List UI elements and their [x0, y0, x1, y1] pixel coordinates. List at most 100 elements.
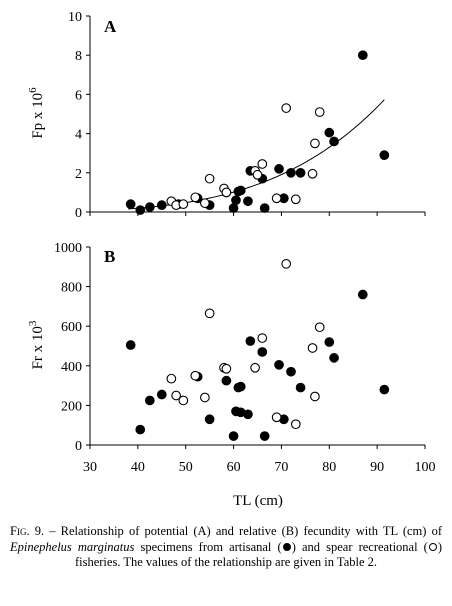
panel-b-filled-point	[295, 382, 306, 393]
panel-a-y-tick-label: 8	[75, 49, 82, 64]
panel-a-open-point	[190, 192, 201, 203]
panel-b-open-point	[257, 333, 268, 343]
panel-a-y-tick-label: 10	[68, 10, 82, 25]
panel-b-y-tick-label: 600	[61, 320, 82, 335]
panel-b-open-point	[271, 412, 282, 423]
panel-a-filled-point	[135, 205, 146, 215]
panel-a-open-point	[221, 187, 232, 198]
panel-a-open-point	[204, 173, 215, 184]
panel-b-letter: B	[104, 247, 115, 266]
panel-b-filled-point	[245, 336, 256, 346]
panel-b-filled-point	[144, 395, 155, 406]
panel-a-filled-point	[379, 150, 390, 161]
panel-b-y-tick-label: 400	[61, 360, 82, 375]
open-circle-icon	[428, 543, 437, 551]
panel-a-filled-point	[259, 203, 270, 213]
panel-b-open-point	[290, 419, 301, 430]
panel-b-y-tick-label: 0	[75, 439, 82, 454]
panel-a-axes: 0 2 4 6 8 10	[68, 10, 426, 221]
panel-a-filled-point	[144, 202, 155, 212]
panel-b-filled-point	[243, 409, 253, 420]
panel-a-y-axis-title-exponent: 6	[27, 87, 39, 93]
caption-text-1: – Relationship of potential (A) and rela…	[44, 524, 442, 538]
panel-b-filled-point	[228, 431, 239, 441]
panel-b-open-point	[204, 308, 215, 319]
panel-b-y-axis-title: Fr x 103	[27, 320, 46, 369]
panel-a-filled-point	[324, 127, 335, 138]
panel-b-filled-point	[221, 375, 232, 386]
panel-b-filled-point	[156, 389, 167, 400]
panel-a-letter: A	[104, 17, 117, 36]
panel-b-open-point	[166, 373, 177, 384]
panel-b-y-tick-label: 800	[61, 281, 82, 296]
panel-a-y-tick-label: 6	[75, 88, 82, 103]
caption-text-4: ) fisheries. The values of the relations…	[74, 539, 443, 570]
panel-b-x-tick-label: 100	[415, 460, 436, 475]
x-axis-title: TL (cm)	[233, 493, 283, 509]
panel-b-axes: 0 200 400 600 800 1000 30 40 50 60 70 80 90 100	[54, 241, 436, 475]
panel-a-fit-curve	[128, 99, 385, 210]
panel-b-filled-point	[379, 384, 390, 395]
caption-text-3: ) and spear recreational (	[291, 539, 428, 554]
panel-b-y-tick-label: 1000	[54, 241, 82, 256]
panel-b-open-point	[221, 363, 232, 374]
panel-b-filled-point	[274, 359, 284, 370]
panel-a-open-point	[200, 198, 210, 209]
panel-b-x-tick-label: 80	[322, 460, 336, 475]
panel-b-open-point	[314, 322, 325, 333]
panel-b-filled-point	[259, 431, 270, 441]
panel-b-open-point	[307, 343, 318, 353]
panel-b-filled-point	[135, 424, 146, 435]
panel-b-x-tick-label: 60	[227, 460, 241, 475]
panel-a-filled-point	[156, 200, 167, 210]
panel-b-open-point	[310, 391, 320, 402]
panel-a-filled-point	[357, 50, 368, 61]
panel-a-filled-point	[329, 136, 339, 147]
panel-b-open-point	[171, 390, 181, 401]
panel-a-open-point	[178, 199, 189, 210]
panel-a-y-tick-label: 2	[75, 167, 82, 182]
panel-a-filled-point	[243, 196, 253, 207]
panel-a-open-point	[310, 138, 320, 149]
panel-b-x-tick-label: 40	[131, 460, 145, 475]
panel-b-y-tick-label: 200	[61, 399, 82, 414]
panel-a-filled-point	[286, 167, 296, 178]
panel-b-filled-point	[125, 340, 136, 350]
panel-a-open-point	[307, 168, 318, 179]
panel-a-filled-point	[235, 185, 246, 196]
panel-b-filled-point	[324, 337, 335, 347]
panel-b-open-point	[190, 370, 201, 381]
panel-a-filled-point	[125, 199, 136, 210]
panel-a-open-point	[271, 193, 282, 204]
panel-a-y-axis-title: Fp x 106	[27, 87, 46, 139]
panel-b-filled-point	[204, 414, 215, 425]
panel-b-chart: 0 200 400 600 800 1000 30 40 50 60 70 80 90 100 B Fr …	[27, 241, 436, 509]
panel-b-x-tick-label: 30	[83, 460, 97, 475]
panel-a-filled-point	[228, 203, 239, 213]
panel-a-y-tick-label: 0	[75, 206, 82, 221]
panel-a-open-point	[314, 107, 325, 117]
panel-b-filled-point	[257, 347, 268, 357]
panel-b-x-tick-label: 50	[179, 460, 193, 475]
panel-a-filled-point	[274, 164, 284, 174]
panel-a-y-axis-title-base: Fp x 10	[30, 93, 46, 139]
panel-b-x-tick-label: 90	[370, 460, 384, 475]
panel-a-open-point	[257, 159, 268, 169]
panel-b-filled-point	[235, 381, 246, 392]
panel-b-open-point	[281, 258, 292, 269]
panel-b-y-axis-title-exponent: 3	[27, 320, 39, 326]
panel-a-open-point	[290, 194, 301, 205]
panel-a-open-point	[281, 103, 292, 113]
panel-a-filled-point	[295, 167, 306, 178]
panel-a-filled-point	[231, 195, 241, 206]
panel-b-y-axis-title-base: Fr x 10	[30, 326, 46, 369]
caption-figure-label: Fig. 9.	[10, 524, 45, 538]
panel-b-filled-point	[357, 289, 368, 300]
panel-b-filled-point	[329, 353, 339, 363]
panel-a-open-point	[252, 169, 263, 180]
figure-caption: Fig. 9. – Relationship of potential (A) …	[10, 524, 442, 571]
panel-b-open-point	[250, 362, 260, 373]
panel-a-y-tick-label: 4	[75, 128, 82, 143]
